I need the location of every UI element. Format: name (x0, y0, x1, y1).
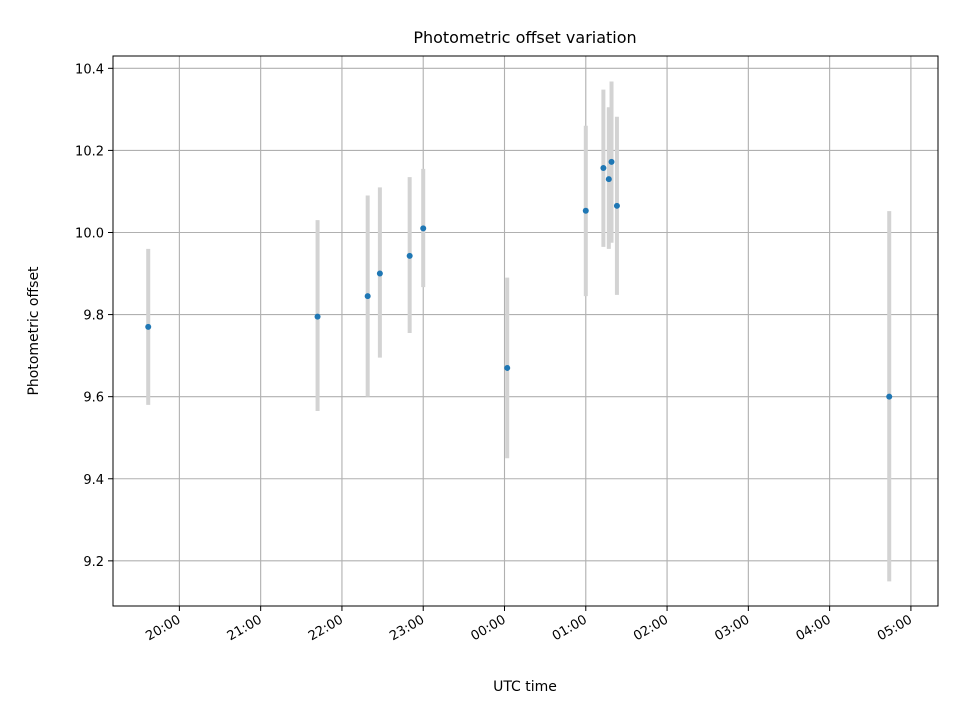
plot-area (113, 56, 938, 606)
y-axis-label: Photometric offset (26, 266, 42, 396)
grid (113, 56, 938, 606)
data-point (314, 313, 321, 320)
plot-frame (112, 55, 939, 607)
x-axis-label: UTC time (493, 679, 557, 695)
data-point (613, 202, 620, 209)
y-tick-label: 9.6 (83, 391, 104, 406)
data-point (886, 393, 893, 400)
data-point (364, 293, 371, 300)
y-tick-label: 9.4 (83, 473, 104, 488)
y-axis-ticks: 9.2 9.4 9.6 9.8 10.0 10.2 10.4 (75, 62, 113, 570)
data-point (608, 158, 615, 165)
data-point (376, 270, 383, 277)
data-point (406, 252, 413, 259)
y-tick-label: 9.8 (83, 309, 104, 324)
data-point (600, 165, 607, 172)
data-point (145, 323, 152, 330)
data-points (145, 158, 893, 400)
data-point (605, 176, 612, 183)
y-tick-label: 10.2 (75, 144, 104, 159)
y-tick-label: 10.0 (75, 226, 104, 241)
data-point (504, 364, 511, 371)
data-point (420, 225, 427, 232)
chart-title: Photometric offset variation (413, 28, 636, 47)
y-tick-label: 9.2 (83, 555, 104, 570)
y-tick-label: 10.4 (75, 62, 104, 77)
data-point (582, 207, 589, 214)
